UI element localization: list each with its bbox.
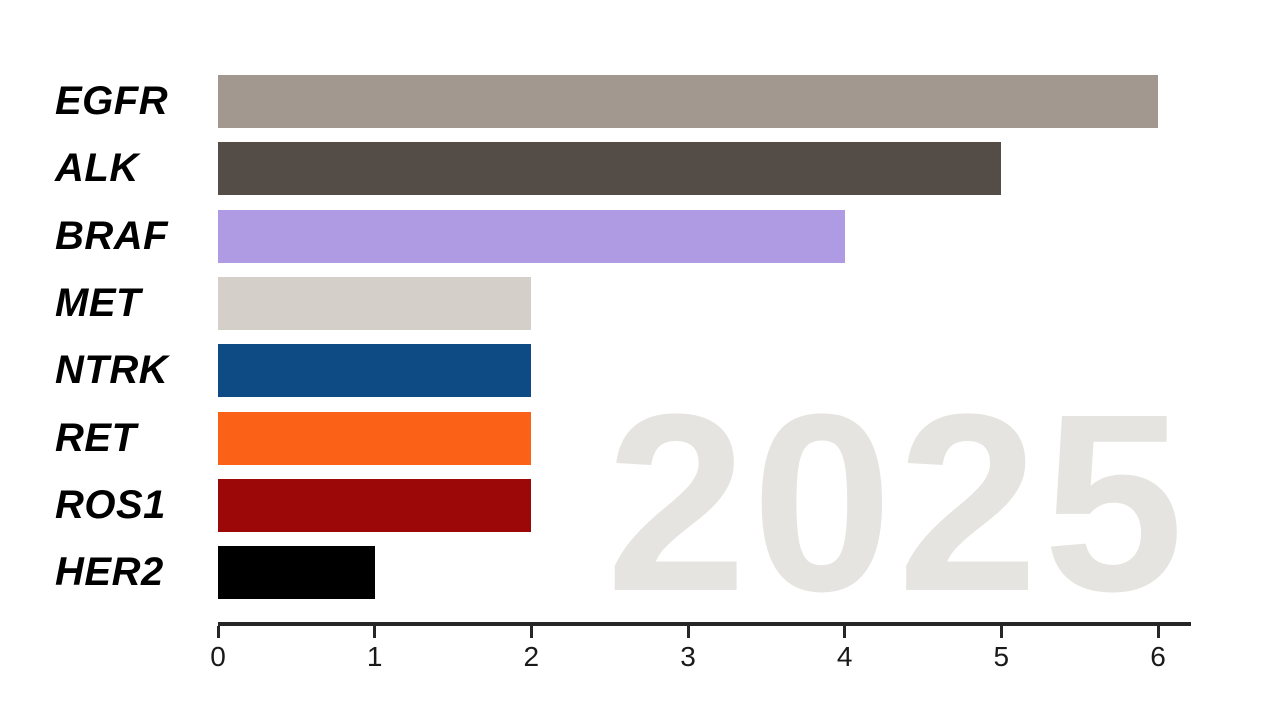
- category-label-met: MET: [55, 280, 141, 325]
- bar-braf: [218, 209, 845, 263]
- bar-met: [218, 276, 532, 330]
- x-axis-line: [218, 622, 1191, 626]
- x-axis-tick-5: [999, 626, 1003, 638]
- category-label-ret: RET: [55, 415, 137, 460]
- watermark-2025-text: 2025: [606, 361, 1189, 644]
- bar-ret: [218, 411, 532, 465]
- x-axis-tick-label-1: 1: [366, 641, 383, 672]
- category-label-ros1: ROS1: [55, 482, 166, 527]
- bar-ros1: [218, 478, 532, 532]
- x-axis-tick-label-6: 6: [1150, 641, 1166, 672]
- category-label-egfr: EGFR: [55, 79, 169, 123]
- bar-ntrk: [218, 344, 532, 398]
- bar-alk: [218, 142, 1002, 196]
- x-axis-tick-2: [529, 626, 533, 638]
- category-label-braf: BRAF: [55, 213, 169, 258]
- bar-egfr: [218, 75, 1158, 128]
- bar-her2: [218, 546, 375, 600]
- x-axis-tick-3: [686, 626, 690, 638]
- category-label-her2: HER2: [55, 550, 164, 595]
- category-label-alk: ALK: [55, 146, 139, 191]
- x-axis-tick-0: [216, 626, 220, 638]
- x-axis-tick-label-2: 2: [523, 641, 540, 672]
- x-axis-tick-label-4: 4: [836, 641, 853, 672]
- category-label-ntrk: NTRK: [55, 348, 169, 393]
- x-axis-tick-6: [1156, 626, 1160, 638]
- x-axis-tick-4: [843, 626, 847, 638]
- x-axis-tick-label-3: 3: [680, 641, 696, 672]
- x-axis-tick-label-0: 0: [210, 641, 226, 672]
- x-axis-tick-1: [373, 626, 377, 638]
- x-axis-tick-label-5: 5: [993, 641, 1010, 672]
